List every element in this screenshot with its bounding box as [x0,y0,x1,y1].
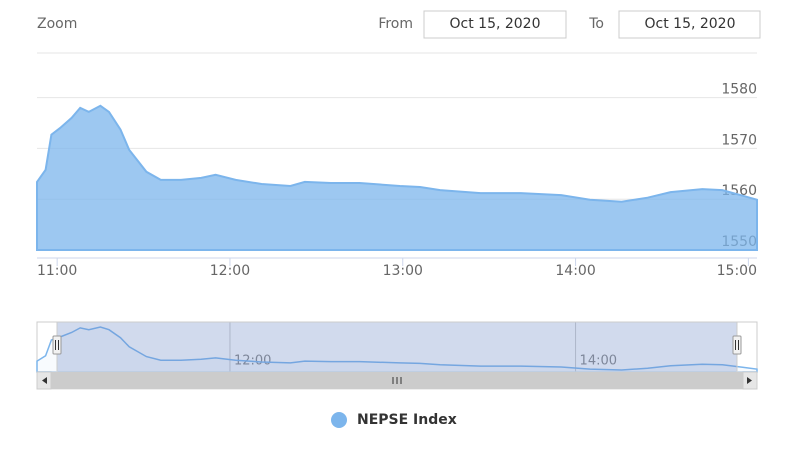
legend-marker [331,412,347,428]
to-input[interactable] [618,10,761,39]
navigator-handle[interactable] [52,335,62,355]
navigator-line [36,326,758,373]
legend-label[interactable]: NEPSE Index [357,412,457,428]
x-tick-label: 12:00 [210,263,250,279]
zoom-label: Zoom [37,16,77,32]
x-tick-label: 15:00 [717,263,757,279]
from-label: From [378,16,413,32]
y-tick-label: 1580 [721,82,757,98]
handle-grip [55,340,59,350]
x-tick-label: 14:00 [555,263,595,279]
scroll-right-arrow [747,377,752,384]
from-date[interactable]: Oct 15, 2020 [450,16,541,32]
x-tick-label: 13:00 [383,263,423,279]
to-label: To [588,16,604,32]
y-tick-label: 1570 [721,132,757,148]
to-date[interactable]: Oct 15, 2020 [645,16,736,32]
x-tick-label: 11:00 [37,263,77,279]
navigator-mask [56,321,738,373]
scrollbar[interactable] [36,371,758,390]
area [36,104,758,251]
scroll-left-arrow [42,377,47,384]
navigator-tick-label: 14:00 [580,354,617,369]
handle-grip [735,340,739,350]
navigator-handle[interactable] [732,335,742,355]
scroll-grip [392,377,402,384]
from-input[interactable] [423,10,567,39]
